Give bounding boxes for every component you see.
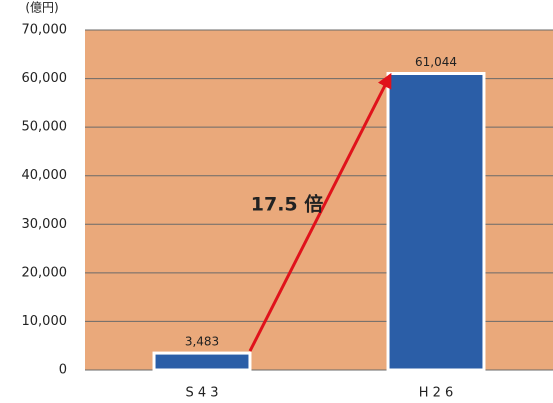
value-label: 3,483 (185, 335, 219, 349)
y-tick-label: 20,000 (22, 265, 68, 280)
y-tick-label: 30,000 (22, 217, 68, 232)
annotation: 17.5 倍 (251, 193, 324, 216)
x-tick-label: S 4 3 (185, 386, 218, 401)
y-tick-label: 40,000 (22, 168, 68, 183)
y-unit-label: (億円) (25, 1, 58, 15)
y-tick-label: 50,000 (22, 120, 68, 135)
bar (386, 72, 486, 372)
growth-arrow (248, 72, 392, 352)
y-tick-label: 10,000 (22, 314, 68, 329)
bar (152, 351, 252, 372)
y-tick-label: 70,000 (22, 23, 68, 38)
y-tick-label: 60,000 (22, 71, 68, 86)
x-tick-label: H 2 6 (419, 386, 454, 401)
value-label: 61,044 (415, 55, 457, 69)
y-tick-label: 0 (59, 363, 67, 378)
